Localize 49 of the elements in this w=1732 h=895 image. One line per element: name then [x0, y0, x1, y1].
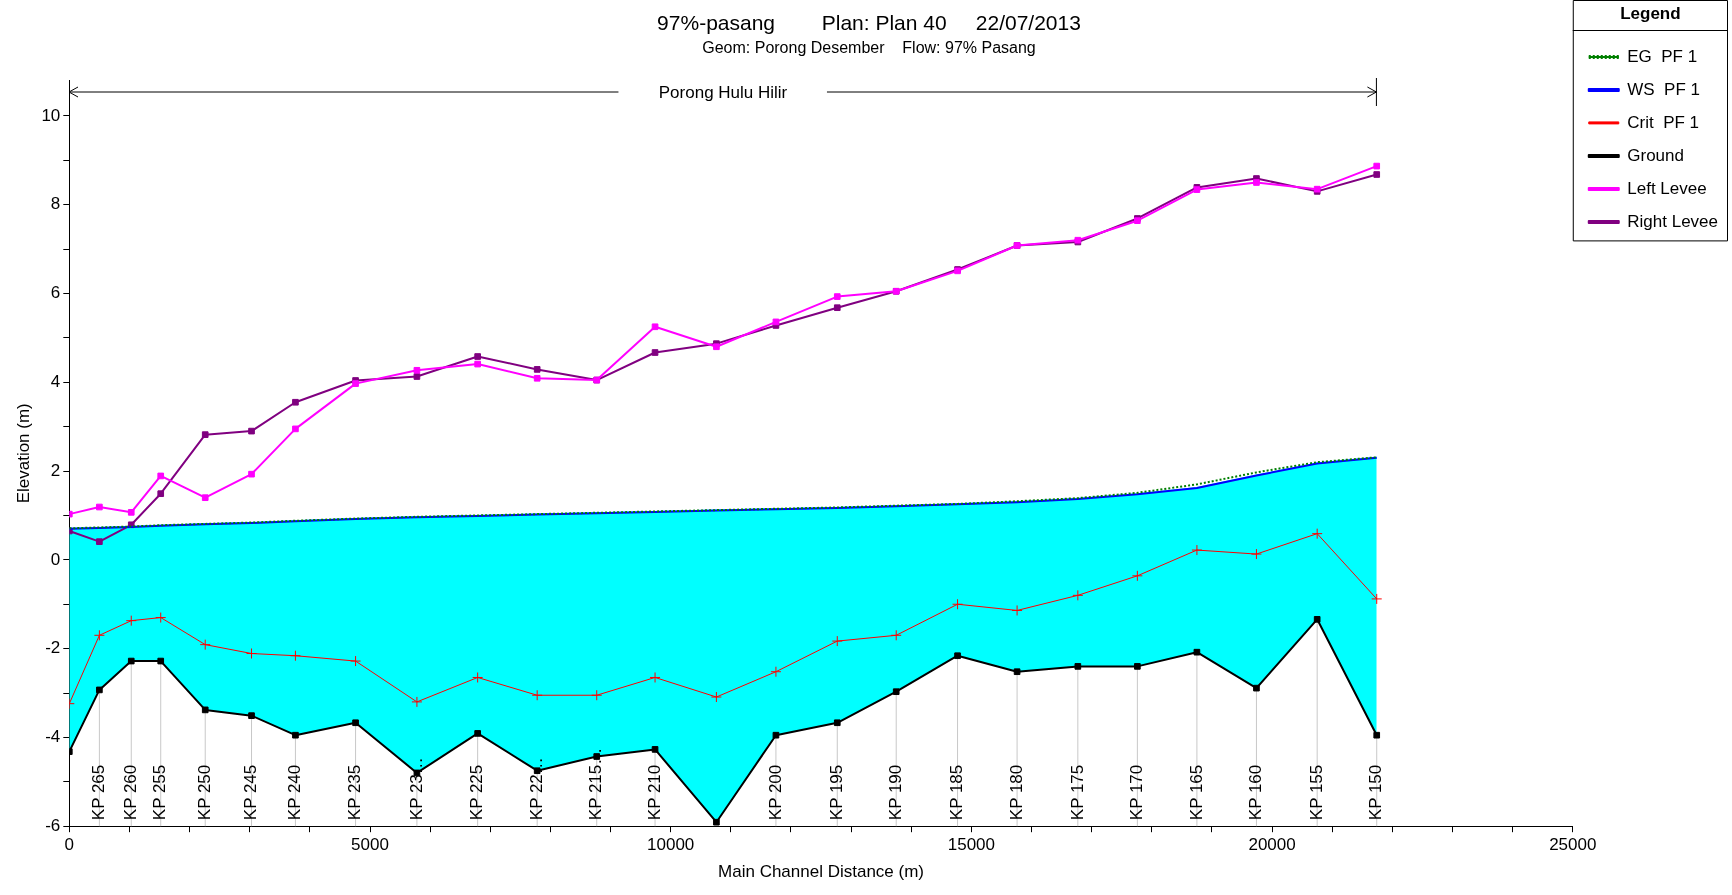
legend-label: Right Levee [1627, 211, 1719, 231]
legend-label: Left Levee [1627, 178, 1707, 198]
x-tick-label: 20000 [1248, 835, 1296, 855]
annotation: KP 22… [526, 757, 546, 821]
y-tick-label: 4 [50, 371, 61, 391]
legend-label: Ground [1627, 145, 1684, 165]
y-tick-label: 2 [50, 460, 61, 480]
x-tick-label: 5000 [351, 835, 389, 855]
x-tick-label: 15000 [947, 835, 996, 855]
annotation: KP 165 [1186, 764, 1206, 821]
annotation: KP 250 [194, 764, 214, 821]
annotation: KP 185 [947, 764, 967, 821]
chart-subtitle: Geom: Porong Desember Flow: 97% Pasang [702, 39, 1036, 57]
annotation: KP 240 [285, 764, 305, 821]
annotation: KP 260 [120, 764, 140, 821]
annotation: KP 150 [1366, 764, 1386, 821]
legend-label: WS PF 1 [1627, 79, 1701, 99]
annotation: KP 190 [885, 764, 905, 821]
annotation: KP 225 [467, 764, 487, 821]
y-axis-title: Elevation (m) [13, 403, 33, 504]
y-tick-label: -2 [45, 638, 61, 658]
x-tick-label: 10000 [647, 835, 695, 855]
annotation: KP 23… [406, 757, 426, 821]
chart-title: 97%-pasang Plan: Plan 40 22/07/2013 [657, 11, 1081, 35]
y-tick-label: -6 [45, 815, 61, 835]
y-tick-label: 8 [50, 194, 61, 214]
annotation: KP 170 [1127, 764, 1147, 821]
annotation: Porong Hulu Hilir [658, 83, 788, 103]
legend-label: Crit PF 1 [1627, 112, 1700, 132]
annotation: KP 255 [150, 764, 170, 821]
x-axis-title: Main Channel Distance (m) [718, 862, 925, 882]
y-tick-label: -4 [45, 727, 61, 747]
annotation: KP 155 [1306, 764, 1326, 821]
x-tick-label: 0 [64, 835, 75, 855]
annotation: KP 160 [1246, 764, 1266, 821]
annotation: KP 210 [644, 764, 664, 821]
annotation: KP 235 [345, 764, 365, 821]
y-tick-label: 0 [50, 549, 61, 569]
legend-title: Legend [1620, 4, 1681, 24]
annotation: KP 200 [765, 764, 785, 821]
annotation: KP 265 [89, 764, 109, 821]
y-tick-label: 10 [41, 105, 61, 125]
legend-label: EG PF 1 [1627, 46, 1698, 66]
annotation: KP 195 [826, 764, 846, 821]
x-tick-label: 25000 [1549, 835, 1597, 855]
annotation: KP 175 [1067, 764, 1087, 821]
y-tick-label: 6 [50, 283, 61, 303]
annotation: KP 245 [241, 764, 261, 821]
annotation: KP 180 [1006, 764, 1026, 821]
